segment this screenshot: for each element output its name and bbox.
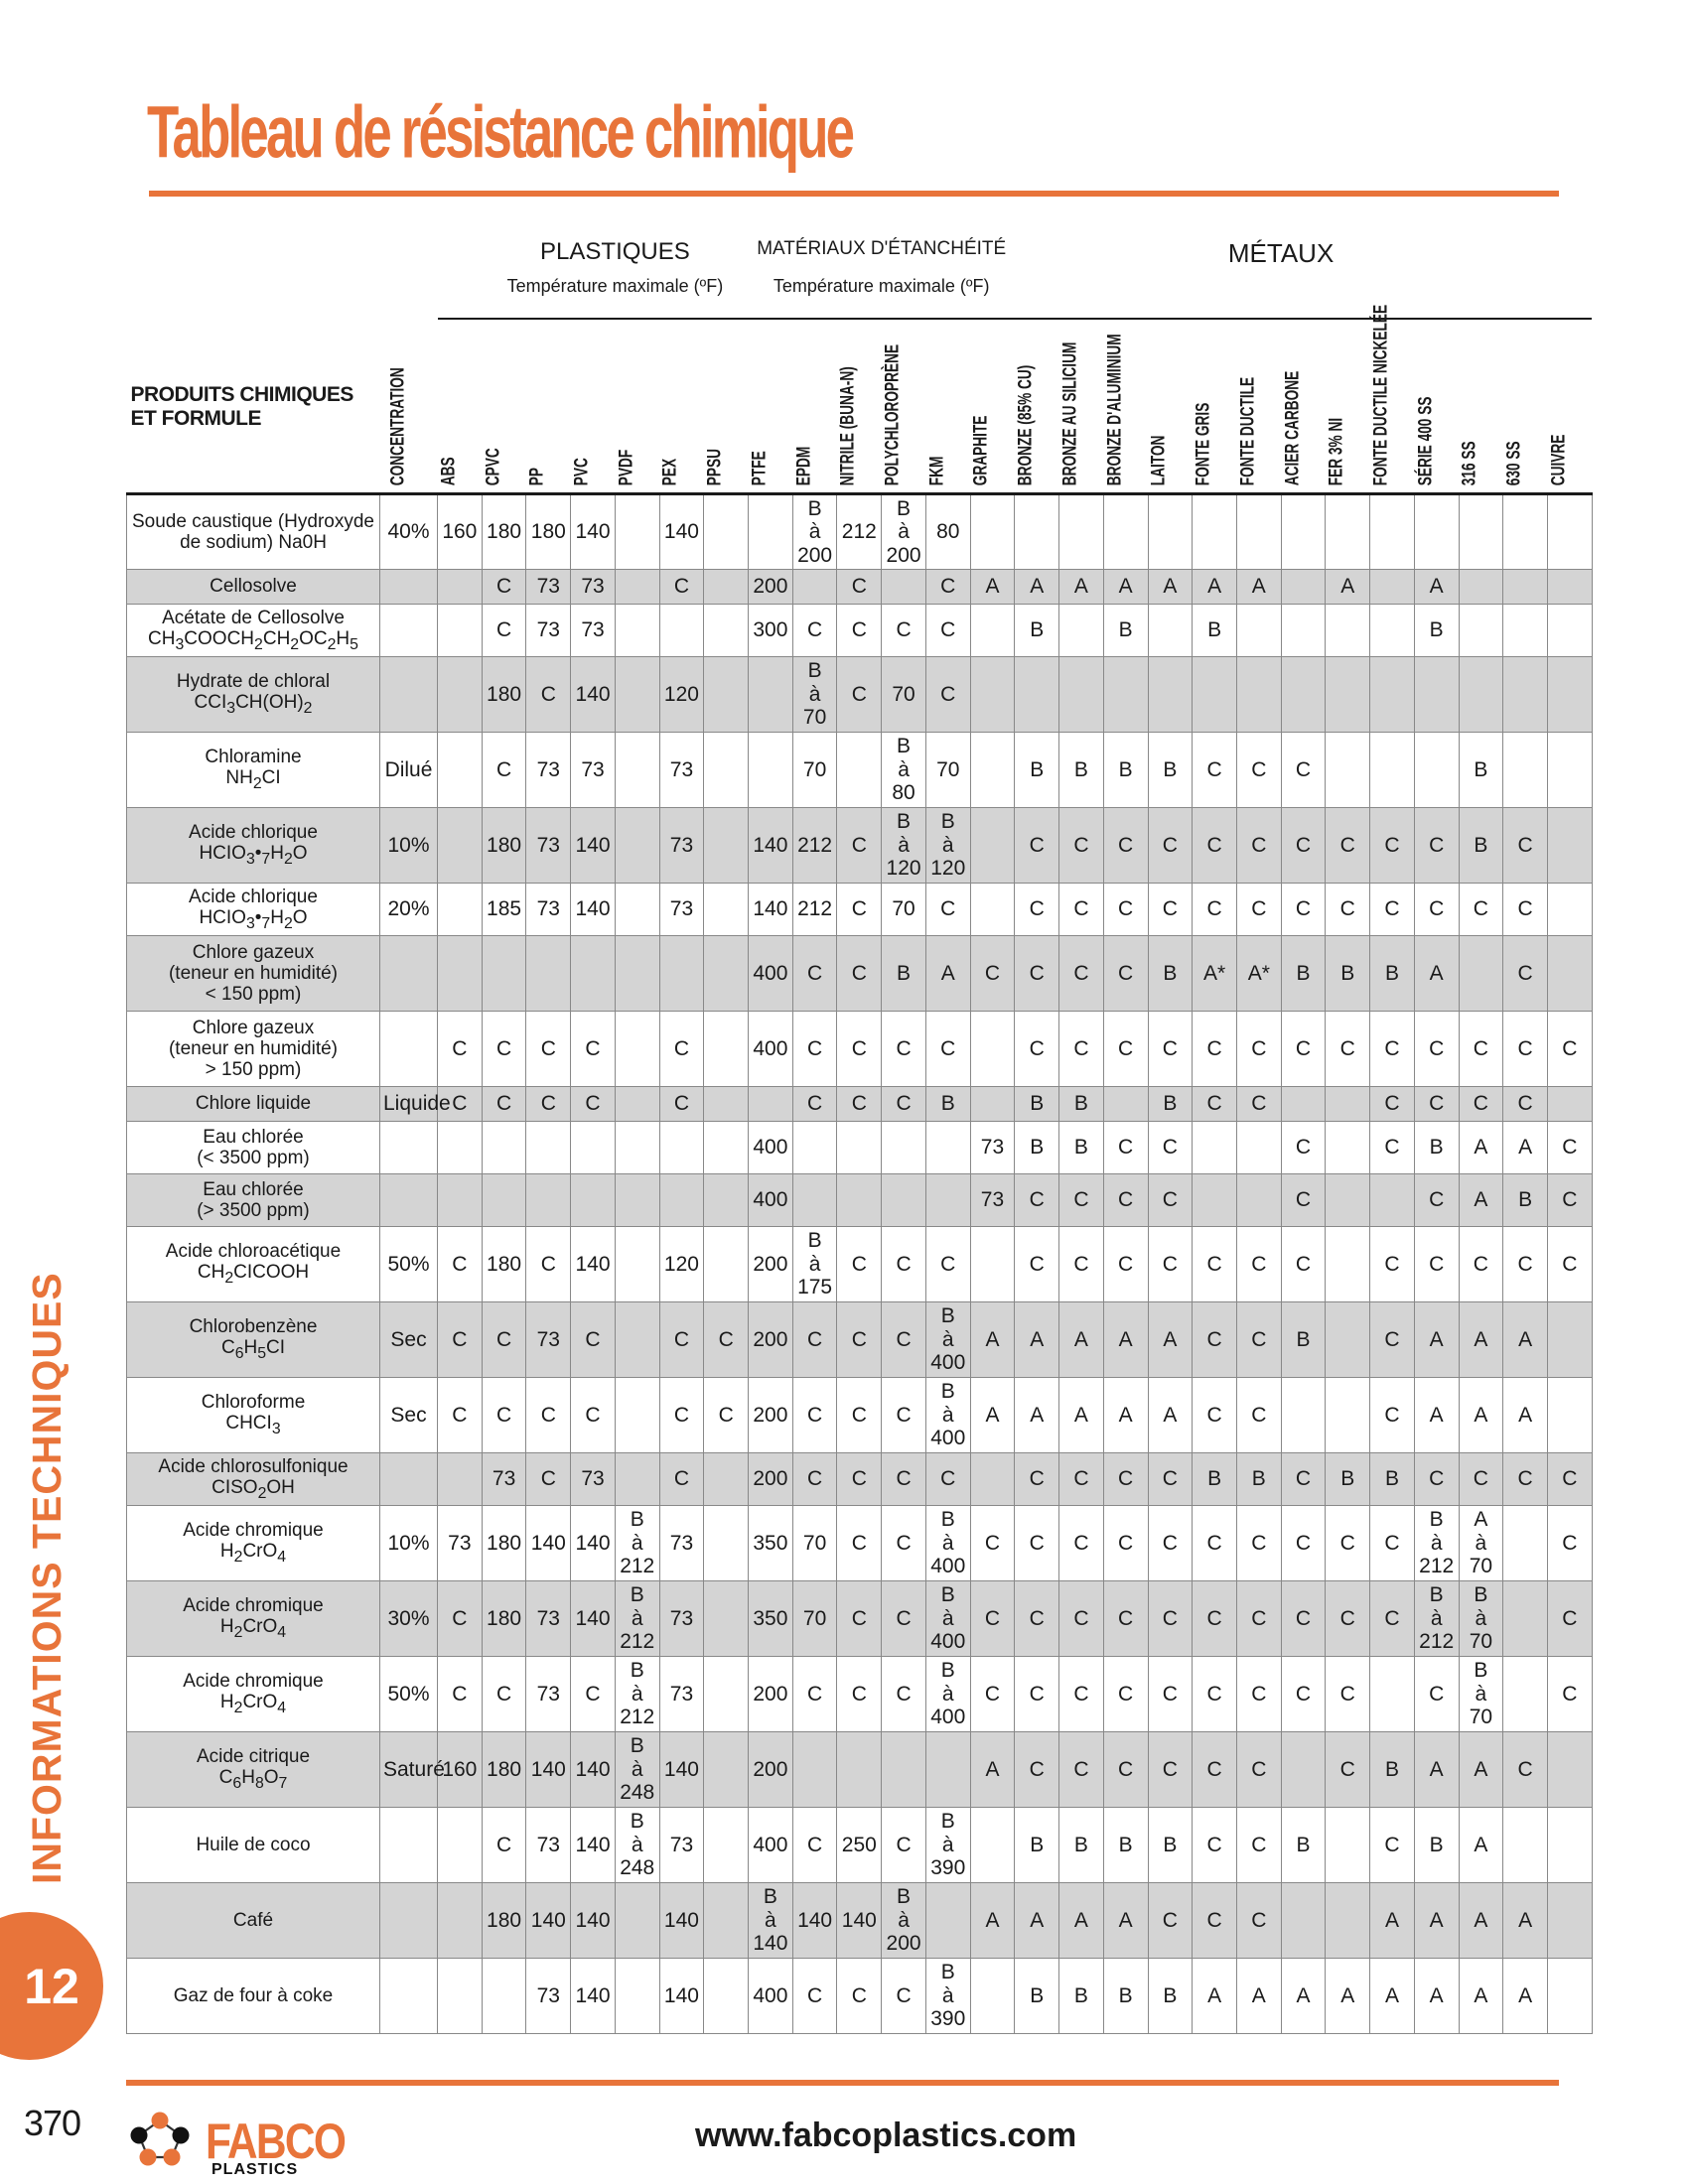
svg-text:PLASTICS: PLASTICS xyxy=(211,2161,298,2178)
